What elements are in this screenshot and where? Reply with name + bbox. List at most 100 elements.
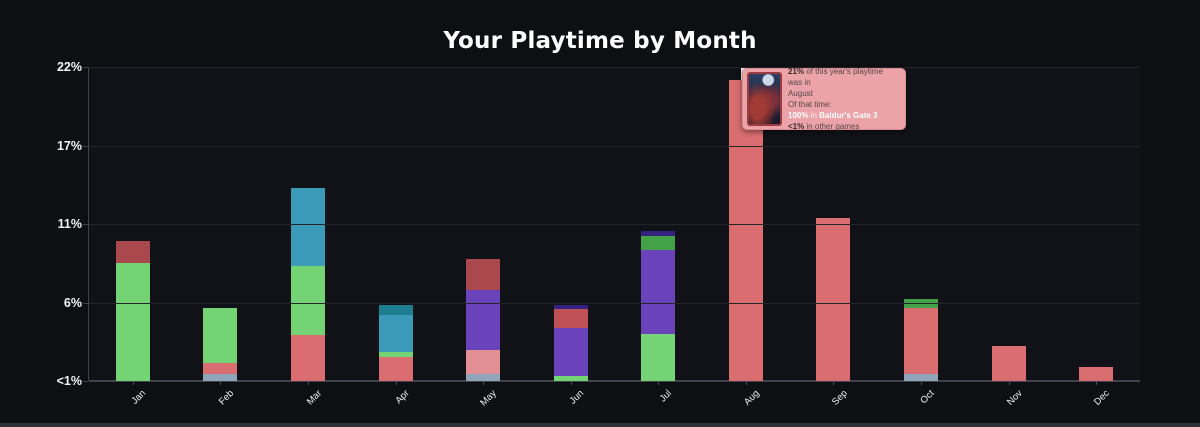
bar-column-dec: Dec [1052, 67, 1140, 408]
y-axis-tick [83, 224, 88, 225]
bar-segment-jan-lightgreen[interactable] [115, 262, 150, 381]
x-axis-label-aug: Aug [741, 388, 762, 408]
bar-segment-apr-teal[interactable] [378, 305, 413, 316]
y-axis-label: 17% [56, 138, 82, 153]
bar-column-apr: Apr [352, 67, 440, 406]
y-axis-label: 22% [56, 60, 82, 74]
x-axis-tick [307, 381, 309, 385]
bar-segment-apr-blue[interactable] [378, 315, 413, 352]
bar-segment-mar-blue[interactable] [290, 188, 325, 267]
chart-plot-area: Jan Feb Mar Apr May Jun Jul Aug Sep Oct Nov Dec [88, 67, 1140, 408]
x-axis-tick [920, 381, 922, 385]
bar-column-jun: Jun [527, 67, 615, 407]
gridline [89, 302, 1140, 304]
x-axis-tick [220, 381, 222, 385]
x-axis-tick [1096, 381, 1098, 385]
bar-segment-jul-indigo[interactable] [641, 231, 676, 236]
bar-jul[interactable] [641, 231, 676, 381]
chart-title: Your Playtime by Month [443, 28, 757, 54]
x-axis-tick [483, 381, 485, 385]
bar-segment-jan-maroon[interactable] [115, 240, 150, 263]
y-axis-tick [83, 302, 88, 304]
bar-segment-jun-lightgreen[interactable] [553, 375, 588, 381]
bar-segment-sep-salmon[interactable] [816, 218, 851, 381]
bar-segment-jul-lightgreen[interactable] [641, 334, 676, 381]
bar-segment-nov-salmon[interactable] [991, 345, 1026, 381]
bar-segment-mar-salmon[interactable] [290, 335, 325, 381]
bar-nov[interactable] [991, 345, 1026, 381]
x-axis-label-nov: Nov [1004, 388, 1025, 408]
gridline [89, 224, 1140, 225]
bar-segment-jul-purple[interactable] [641, 249, 676, 335]
y-axis-tick [83, 67, 88, 68]
bottom-divider [0, 423, 1200, 427]
tooltip-line-1: 21% of this year's playtime was in [788, 67, 883, 87]
game-cover-baldurs-gate-3 [747, 72, 782, 126]
bar-aug[interactable] [728, 67, 763, 381]
x-axis-label-jul: Jul [657, 388, 675, 405]
bar-segment-feb-salmon[interactable] [203, 363, 238, 375]
tooltip-line-2: August [788, 89, 813, 98]
bar-segment-may-maroon[interactable] [466, 259, 501, 290]
bar-dec[interactable] [1079, 367, 1114, 381]
x-axis-label-may: May [478, 388, 499, 409]
bar-column-sep: Sep [790, 67, 878, 408]
x-axis-label-apr: Apr [393, 388, 412, 407]
x-axis-label-jan: Jan [129, 388, 149, 407]
x-axis-label-oct: Oct [918, 388, 937, 407]
y-axis-tick [83, 381, 88, 382]
x-axis-tick [658, 381, 660, 385]
x-axis-label-jun: Jun [567, 388, 587, 407]
bar-sep[interactable] [816, 218, 851, 381]
tooltip-text: 21% of this year's playtime was in Augus… [788, 66, 899, 132]
bar-segment-may-grayblue[interactable] [466, 374, 501, 381]
bar-column-nov: Nov [965, 67, 1053, 408]
x-axis-label-dec: Dec [1092, 388, 1112, 408]
y-axis-label: 11% [57, 217, 82, 231]
tooltip-line-5: <1% in other games [788, 122, 860, 131]
bar-segment-jun-purple[interactable] [553, 327, 588, 376]
gridline [89, 67, 1140, 68]
tooltip-line-4: 100% in Baldur's Gate 3 [788, 111, 878, 120]
y-axis-tick [83, 145, 88, 147]
y-axis-label: <1% [56, 374, 82, 388]
bar-feb[interactable] [203, 307, 238, 381]
bar-column-mar: Mar [264, 67, 352, 407]
bar-segment-dec-salmon[interactable] [1079, 367, 1114, 381]
bar-column-aug: Aug [702, 67, 790, 408]
x-axis-line [89, 380, 1140, 382]
x-axis-tick [395, 381, 397, 385]
bar-jun[interactable] [553, 305, 588, 381]
bars-row: Jan Feb Mar Apr May Jun Jul Aug Sep Oct Nov Dec [89, 67, 1140, 408]
bar-oct[interactable] [903, 299, 938, 381]
bar-mar[interactable] [290, 188, 325, 381]
bar-segment-may-purple[interactable] [466, 289, 501, 350]
bar-segment-jul-green[interactable] [641, 235, 676, 250]
y-axis-label: 6% [63, 295, 82, 310]
bar-column-oct: Oct [877, 67, 965, 406]
gridline [89, 145, 1140, 147]
bar-segment-may-maypink[interactable] [466, 349, 501, 375]
bar-segment-mar-lightgreen[interactable] [290, 266, 325, 335]
x-axis-tick [745, 381, 747, 385]
bar-segment-apr-lightgreen[interactable] [378, 351, 413, 357]
bar-may[interactable] [466, 259, 501, 381]
x-axis-tick [833, 381, 835, 385]
tooltip-line-3: Of that time: [788, 100, 832, 109]
playtime-tooltip: 21% of this year's playtime was in Augus… [742, 66, 906, 132]
bar-segment-oct-grayblue[interactable] [903, 374, 938, 381]
bar-segment-feb-grayblue[interactable] [203, 374, 238, 381]
bar-segment-jun-junred[interactable] [553, 309, 588, 328]
bar-segment-oct-green[interactable] [903, 299, 938, 308]
x-axis-label-mar: Mar [304, 388, 324, 408]
x-axis-tick [1008, 381, 1010, 385]
bar-segment-feb-lightgreen[interactable] [203, 307, 238, 364]
bar-jan[interactable] [115, 240, 150, 381]
bar-segment-apr-salmon[interactable] [378, 356, 413, 381]
bar-segment-aug-salmon[interactable] [728, 80, 763, 381]
bar-column-jul: Jul [614, 67, 702, 404]
bar-segment-oct-salmon[interactable] [903, 307, 938, 375]
bar-apr[interactable] [378, 305, 413, 381]
bar-segment-jun-indigo[interactable] [553, 305, 588, 310]
